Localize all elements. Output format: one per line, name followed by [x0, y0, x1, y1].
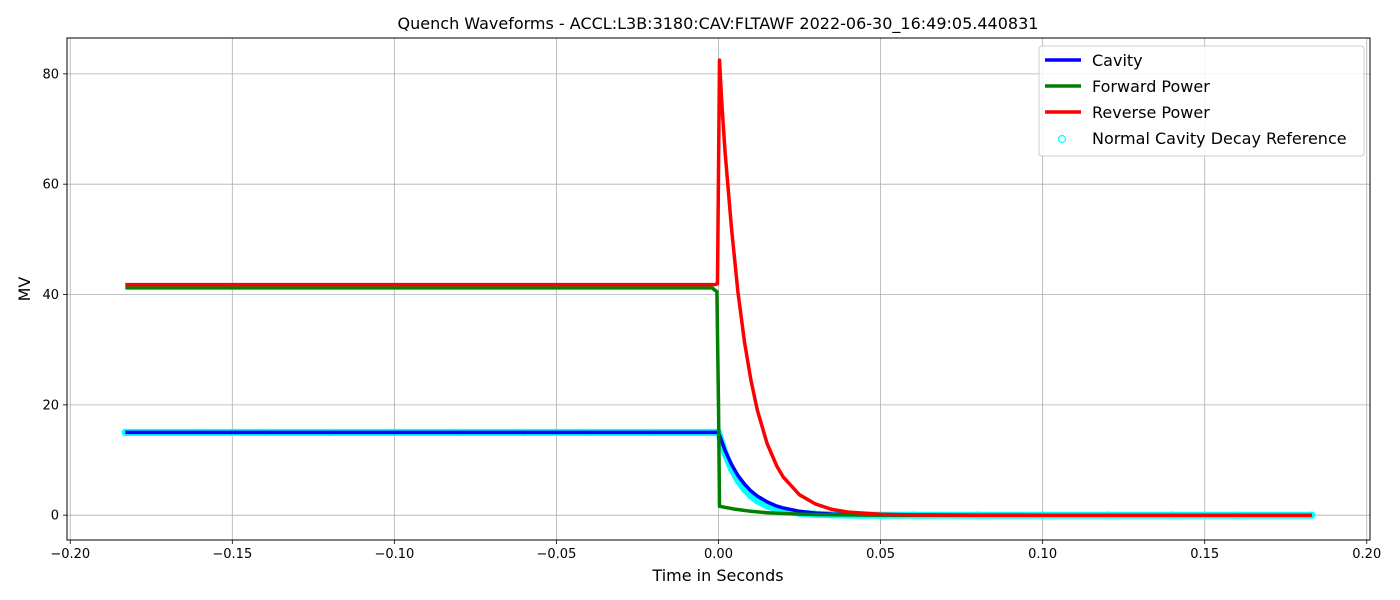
legend-label-normal-cavity-decay-reference: Normal Cavity Decay Reference — [1092, 129, 1347, 148]
x-tick-label: −0.20 — [50, 547, 90, 562]
legend-label-forward-power: Forward Power — [1092, 77, 1210, 96]
x-tick-label: 0.15 — [1190, 547, 1219, 562]
x-tick-label: 0.00 — [704, 547, 733, 562]
y-tick-label: 80 — [42, 67, 59, 82]
x-tick-label: −0.15 — [212, 547, 252, 562]
x-tick-label: −0.10 — [374, 547, 414, 562]
y-tick-label: 0 — [51, 509, 59, 524]
legend-label-reverse-power: Reverse Power — [1092, 103, 1210, 122]
reverse-power-line — [125, 58, 1312, 517]
legend-box — [1038, 45, 1365, 157]
y-axis-title: MV — [15, 277, 34, 302]
plot-series — [121, 58, 1316, 519]
y-tick-label: 20 — [42, 398, 59, 413]
legend-marker-normal-cavity-decay-reference — [1057, 134, 1067, 144]
chart-title: Quench Waveforms - ACCL:L3B:3180:CAV:FLT… — [398, 14, 1039, 34]
axis-ticks: −0.20 −0.15 −0.10 −0.05 0.00 0.05 0.10 0.15 0.20… — [42, 67, 1381, 562]
legend-label-cavity: Cavity — [1092, 51, 1143, 70]
x-tick-label: 0.05 — [866, 547, 895, 562]
y-tick-label: 40 — [42, 288, 59, 303]
x-axis-title: Time in Seconds — [651, 566, 783, 585]
x-tick-label: −0.05 — [537, 547, 577, 562]
y-tick-label: 60 — [42, 178, 59, 193]
x-tick-label: 0.10 — [1028, 547, 1057, 562]
legend: Cavity Forward Power Reverse Power Normal C… — [1038, 45, 1365, 157]
x-tick-label: 0.20 — [1352, 547, 1381, 562]
forward-power-line — [125, 286, 1312, 517]
